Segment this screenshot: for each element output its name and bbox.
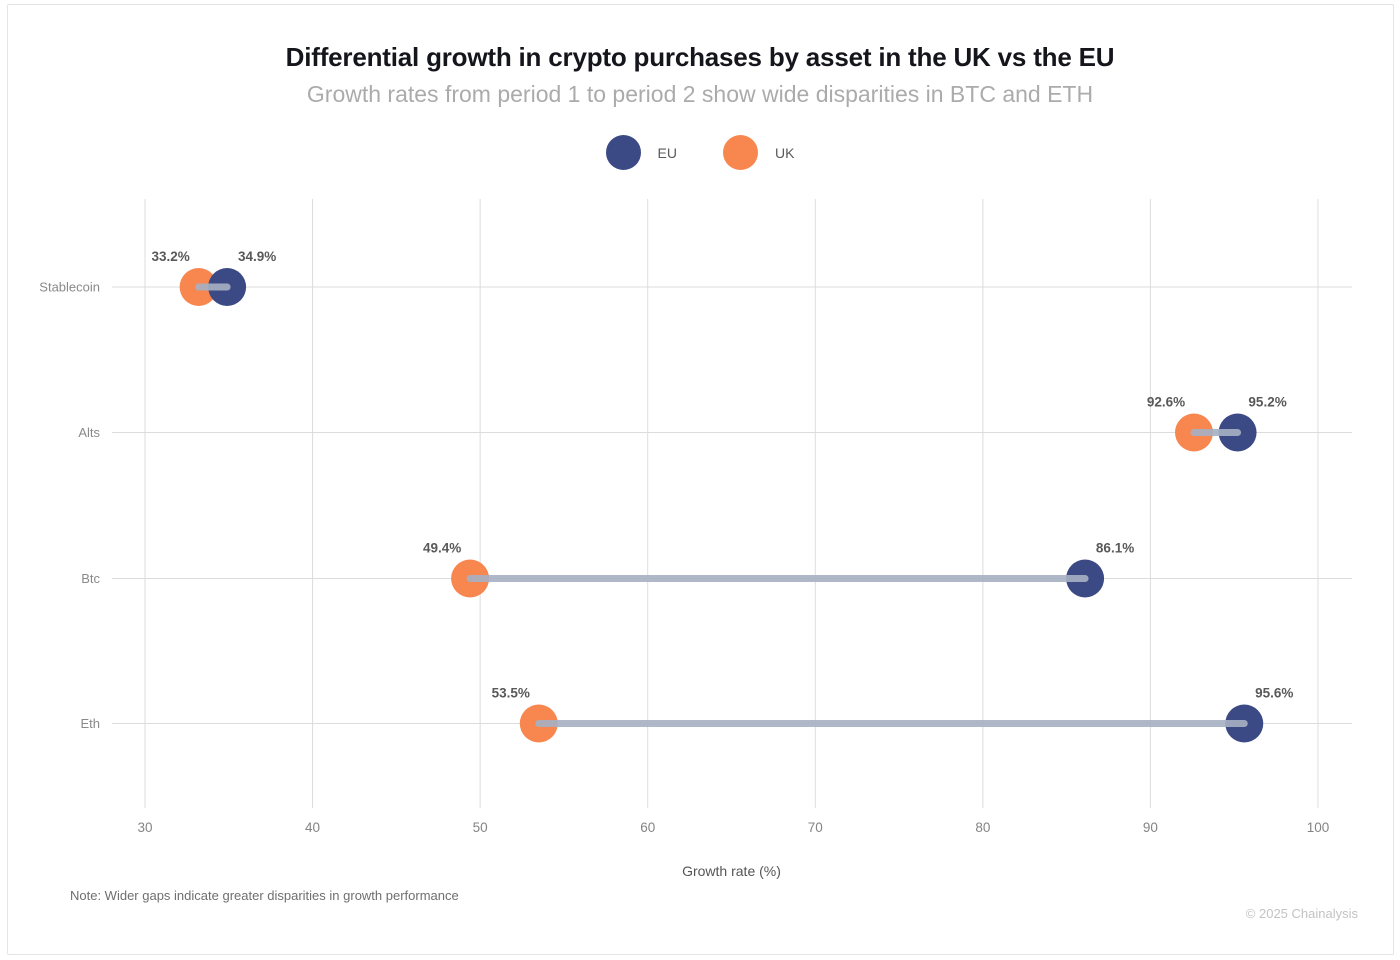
- x-tick-label-60: 60: [640, 820, 655, 835]
- x-tick-label-90: 90: [1143, 820, 1158, 835]
- x-tick-label-70: 70: [808, 820, 823, 835]
- uk-legend-dot-icon: [723, 135, 758, 170]
- eu-legend-dot-icon: [605, 135, 641, 170]
- uk-value-label-eth: 53.5%: [492, 686, 530, 701]
- category-label-alts: Alts: [78, 425, 100, 440]
- chart-subtitle: Growth rates from period 1 to period 2 s…: [306, 81, 1094, 107]
- copyright: © 2025 Chainalysis: [1245, 906, 1358, 921]
- legend-label-eu: EU: [657, 144, 677, 161]
- uk-value-label-btc: 49.4%: [423, 541, 461, 556]
- legend-item-uk: UK: [723, 135, 794, 170]
- x-tick-label-100: 100: [1307, 820, 1330, 835]
- chart-legend: EU UK: [0, 135, 1400, 170]
- x-tick-label-40: 40: [305, 820, 320, 835]
- chart-title: Differential growth in crypto purchases …: [285, 42, 1115, 72]
- footnote: Note: Wider gaps indicate greater dispar…: [70, 888, 459, 903]
- x-tick-label-50: 50: [473, 820, 488, 835]
- category-label-eth: Eth: [80, 716, 100, 731]
- x-tick-label-80: 80: [975, 820, 990, 835]
- x-tick-label-30: 30: [137, 820, 152, 835]
- eu-value-label-stablecoin: 34.9%: [238, 249, 276, 264]
- eu-value-label-alts: 95.2%: [1248, 395, 1286, 410]
- x-axis-title: Growth rate (%): [682, 863, 781, 879]
- eu-value-label-eth: 95.6%: [1255, 686, 1293, 701]
- legend-label-uk: UK: [775, 144, 795, 161]
- category-label-btc: Btc: [81, 571, 100, 586]
- uk-value-label-stablecoin: 33.2%: [151, 249, 189, 264]
- uk-value-label-alts: 92.6%: [1147, 395, 1185, 410]
- category-label-stablecoin: Stablecoin: [39, 280, 100, 295]
- eu-value-label-btc: 86.1%: [1096, 541, 1134, 556]
- legend-item-eu: EU: [605, 135, 677, 170]
